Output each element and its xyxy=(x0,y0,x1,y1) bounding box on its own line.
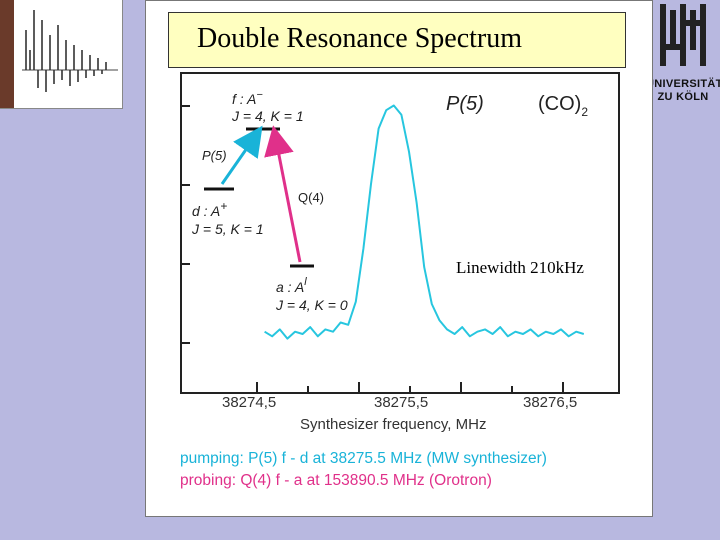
spectrum-trace xyxy=(264,104,585,340)
level-d-name: d : A+ xyxy=(192,199,227,219)
thumbnail-lines-icon xyxy=(22,10,118,92)
level-d-quantum: J = 5, K = 1 xyxy=(191,221,264,237)
probe-arrow xyxy=(264,125,302,263)
x-axis-label: Synthesizer frequency, MHz xyxy=(300,416,487,433)
x-tick-label-2: 38275,5 xyxy=(374,394,429,411)
probing-caption: probing: Q(4) f - a at 153890.5 MHz (Oro… xyxy=(180,472,492,489)
branch-label: P(5) xyxy=(446,93,484,115)
pump-label: P(5) xyxy=(202,148,227,163)
energy-level-diagram: f : A− J = 4, K = 1 P(5) Q(4) d : A+ J =… xyxy=(191,89,588,313)
pumping-caption: pumping: P(5) f - d at 38275.5 MHz (MW s… xyxy=(180,450,547,467)
x-axis-ticks xyxy=(256,382,564,392)
pump-arrow xyxy=(220,125,263,185)
spectrum-plot: f : A− J = 4, K = 1 P(5) Q(4) d : A+ J =… xyxy=(180,72,620,394)
level-f-name: f : A− xyxy=(232,89,263,107)
logo-line-1: UNIVERSITÄT xyxy=(646,78,720,90)
level-a-name: a : Al xyxy=(276,276,307,295)
level-f-quantum: J = 4, K = 1 xyxy=(231,108,304,124)
thumbnail-spectrum xyxy=(0,0,123,109)
level-a-quantum: J = 4, K = 0 xyxy=(275,297,348,313)
x-tick-label-1: 38274,5 xyxy=(222,394,277,411)
y-axis-ticks xyxy=(182,105,190,344)
title-box: Double Resonance Spectrum xyxy=(168,12,626,68)
molecule-label: (CO)2 xyxy=(538,93,588,119)
spectrum-svg: f : A− J = 4, K = 1 P(5) Q(4) d : A+ J =… xyxy=(182,89,588,392)
x-tick-label-3: 38276,5 xyxy=(523,394,578,411)
linewidth-note: Linewidth 210kHz xyxy=(456,258,584,277)
slide-title: Double Resonance Spectrum xyxy=(197,23,523,54)
university-emblem-icon xyxy=(660,4,706,66)
logo-line-2: ZU KÖLN xyxy=(657,91,709,103)
university-logo: UNIVERSITÄT ZU KÖLN xyxy=(646,0,720,108)
thumbnail-sidebar xyxy=(0,0,14,108)
probe-label: Q(4) xyxy=(298,190,324,205)
